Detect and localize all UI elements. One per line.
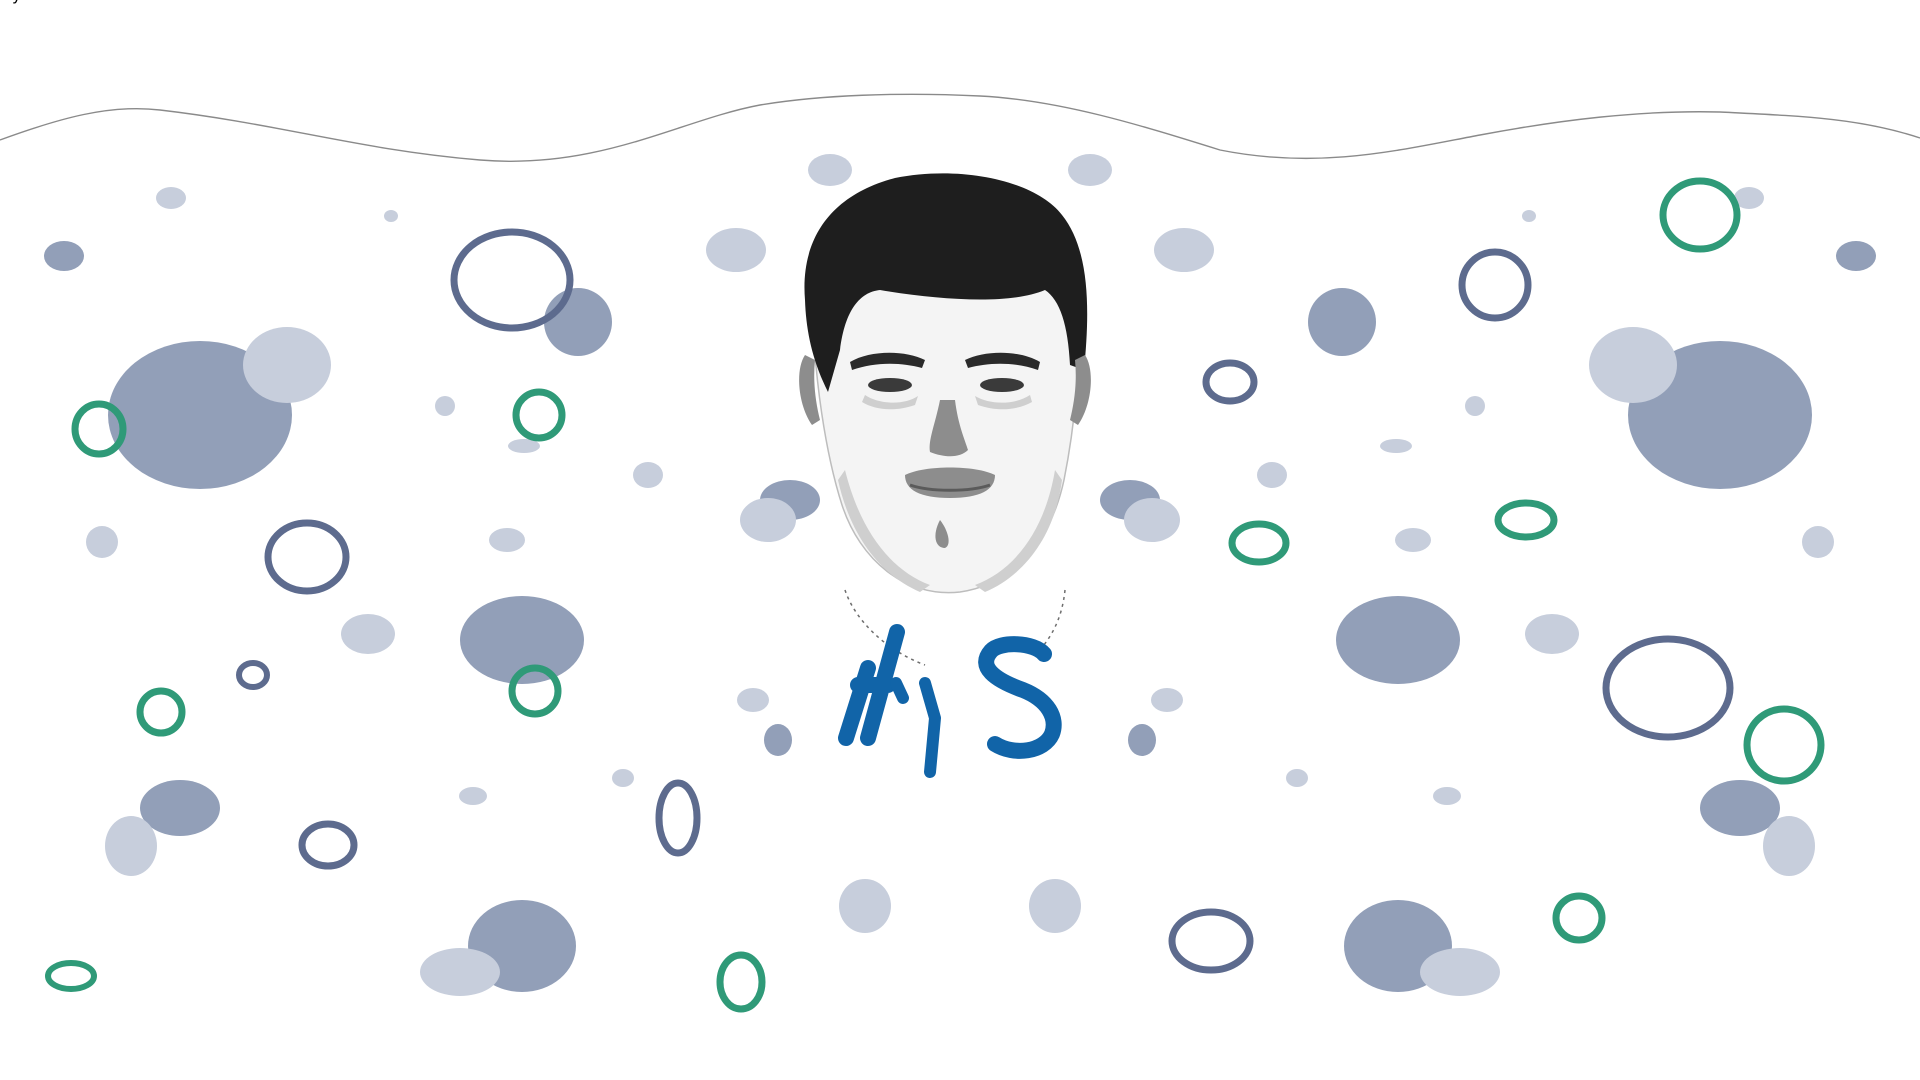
dot [420, 948, 500, 996]
ring [71, 400, 127, 458]
portrait-eyebrow-left [850, 352, 925, 370]
portrait-jaw-shadow-left [838, 470, 930, 592]
wave-boundary-line [0, 93, 1920, 162]
dot [764, 724, 792, 756]
dot [1336, 596, 1460, 684]
dot [1068, 154, 1112, 186]
logo-letter-s [978, 636, 1062, 759]
portrait-hair [804, 173, 1088, 392]
portrait [799, 173, 1091, 666]
portrait-ear-left [799, 355, 820, 425]
logo-letter-y [890, 677, 941, 778]
dot [1465, 396, 1485, 416]
portrait-eye-shadow-left [862, 395, 918, 410]
dot [1589, 327, 1677, 403]
dot [1257, 462, 1287, 488]
dot [1420, 948, 1500, 996]
dot [460, 596, 584, 684]
portrait-chin [935, 520, 949, 548]
dot [1308, 288, 1376, 356]
ring [236, 660, 270, 690]
portrait-nose [929, 400, 968, 457]
portrait-eye-right [980, 378, 1024, 392]
ring [1458, 248, 1532, 322]
dot [1151, 688, 1183, 712]
portrait-ear-right [1070, 355, 1091, 425]
dot [1734, 187, 1764, 209]
portrait-mouth-line [909, 483, 991, 492]
dot [1802, 526, 1834, 558]
dot [341, 614, 395, 654]
dot [808, 154, 852, 186]
dot [1836, 241, 1876, 271]
decorative-rings [45, 177, 1825, 1013]
dot [1124, 498, 1180, 542]
decorative-dots [44, 154, 1876, 996]
dot [1154, 228, 1214, 272]
dot [1128, 724, 1156, 756]
portrait-eye-left [868, 378, 912, 392]
dot [740, 498, 796, 542]
dot [1395, 528, 1431, 552]
dot [612, 769, 634, 787]
dot [489, 528, 525, 552]
ring [1202, 359, 1258, 405]
ring [1494, 499, 1558, 541]
dot [1763, 816, 1815, 876]
ring [45, 960, 97, 992]
dot [384, 210, 398, 222]
dot [633, 462, 663, 488]
dot [1522, 210, 1536, 222]
portrait-neck-outline [844, 589, 1066, 666]
dot [1700, 780, 1780, 836]
dot [1433, 787, 1461, 805]
dot [459, 787, 487, 805]
ring [1602, 635, 1734, 741]
ring [655, 779, 701, 857]
dot [435, 396, 455, 416]
dot [839, 879, 891, 933]
dot [140, 780, 220, 836]
ring [1659, 177, 1741, 253]
dot [1286, 769, 1308, 787]
ring [298, 820, 358, 870]
dot [508, 439, 540, 453]
ring [508, 664, 562, 718]
dot [706, 228, 766, 272]
dot [1380, 439, 1412, 453]
dot [243, 327, 331, 403]
dot [1525, 614, 1579, 654]
dot [544, 288, 612, 356]
dot [156, 187, 186, 209]
ring [264, 519, 350, 595]
ring [450, 228, 574, 332]
dot [105, 816, 157, 876]
portrait-eyebrow-right [965, 352, 1040, 370]
ring [716, 951, 766, 1013]
logo-letter-h [838, 624, 905, 746]
ring [136, 687, 186, 737]
ring [1743, 705, 1825, 785]
ring [1228, 520, 1290, 566]
ring [1552, 892, 1606, 944]
logo-text: HyS [0, 0, 32, 4]
dot [1029, 879, 1081, 933]
dot [86, 526, 118, 558]
ring [1168, 908, 1254, 974]
portrait-eye-shadow-right [975, 395, 1032, 410]
dot [44, 241, 84, 271]
dot [737, 688, 769, 712]
ring [512, 388, 566, 442]
hys-logo [838, 624, 1062, 778]
portrait-jaw-shadow-right [975, 470, 1062, 592]
